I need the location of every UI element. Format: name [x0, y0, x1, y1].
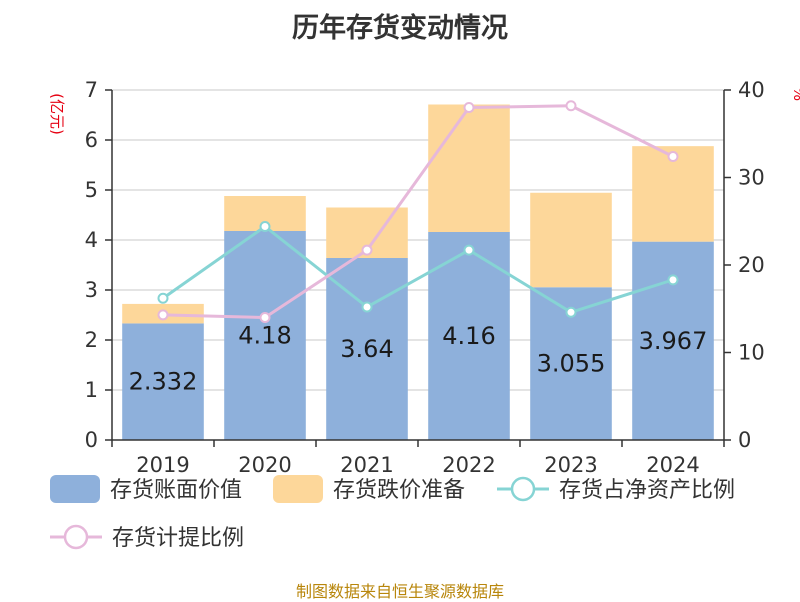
marker-provision-ratio — [667, 151, 679, 162]
left-tick-label: 6 — [85, 128, 98, 152]
data-label: 2.332 — [129, 368, 198, 396]
grid-lines — [112, 89, 724, 391]
data-label: 3.055 — [537, 350, 606, 378]
left-tick-label: 4 — [85, 228, 98, 252]
bar-book-value — [326, 258, 408, 440]
data-label: 3.64 — [340, 335, 393, 363]
marker-inventory-net-asset-ratio — [157, 292, 169, 304]
line-provision-ratio — [162, 104, 674, 320]
legend-swatch-impairment-reserve — [273, 475, 323, 503]
right-tick-label: 0 — [738, 428, 751, 452]
data-labels: 2.332 4.18 3.64 4.16 3.055 3.967 — [129, 322, 708, 396]
right-tick-label: 30 — [738, 166, 765, 190]
right-tick-label: 40 — [738, 78, 765, 102]
left-tick-label: 0 — [85, 428, 98, 452]
right-tick-label: 10 — [738, 341, 765, 365]
source-note: 制图数据来自恒生聚源数据库 — [295, 582, 504, 601]
right-tick-label: 20 — [738, 253, 765, 277]
legend-label-book-value: 存货账面价值 — [110, 478, 242, 503]
marker-inventory-net-asset-ratio — [361, 301, 373, 313]
legend-swatch-book-value — [50, 475, 100, 503]
x-tick-label: 2021 — [340, 453, 393, 477]
marker-inventory-net-asset-ratio — [667, 274, 679, 286]
left-tick-label: 2 — [85, 328, 98, 352]
bar-impairment-reserve — [530, 192, 612, 288]
bar-impairment-reserve — [632, 146, 714, 242]
legend-marker-provision-ratio — [63, 524, 89, 550]
data-label: 3.967 — [639, 327, 708, 355]
x-tick-label: 2022 — [442, 453, 495, 477]
right-axis-unit: % — [790, 87, 800, 101]
legend-marker-net-asset-ratio — [510, 476, 536, 502]
bar-book-value — [224, 231, 306, 440]
x-tick-label: 2019 — [136, 453, 189, 477]
marker-inventory-net-asset-ratio — [259, 221, 271, 232]
left-tick-label: 3 — [85, 278, 98, 302]
chart-title: 历年存货变动情况 — [292, 13, 508, 44]
left-tick-label: 1 — [85, 378, 98, 402]
axes: 0 1 2 3 4 5 6 7 0 10 20 30 40 2019 2020 2021 2022 2023 202… — [48, 78, 800, 477]
marker-inventory-net-asset-ratio — [463, 244, 475, 256]
x-tick-label: 2020 — [238, 453, 291, 477]
legend-label-net-asset-ratio: 存货占净资产比例 — [559, 478, 735, 503]
marker-provision-ratio — [361, 244, 373, 256]
legend-label-impairment-reserve: 存货跌价准备 — [333, 478, 465, 503]
marker-provision-ratio — [565, 100, 577, 112]
line-inventory-net-asset-ratio — [162, 224, 674, 314]
marker-provision-ratio — [259, 312, 271, 323]
left-tick-label: 5 — [85, 178, 98, 202]
marker-provision-ratio — [157, 309, 169, 321]
left-tick-label: 7 — [85, 78, 98, 102]
x-tick-label: 2023 — [544, 453, 597, 477]
line-series — [157, 100, 679, 323]
x-tick-label: 2024 — [646, 453, 699, 477]
bar-impairment-reserve — [428, 104, 510, 232]
data-label: 4.16 — [442, 322, 495, 350]
marker-provision-ratio — [463, 102, 475, 113]
marker-inventory-net-asset-ratio — [565, 306, 577, 318]
bar-book-value — [122, 323, 204, 440]
legend-label-provision-ratio: 存货计提比例 — [112, 526, 244, 551]
data-label: 4.18 — [238, 322, 291, 350]
left-axis-unit: (亿元) — [48, 93, 66, 135]
